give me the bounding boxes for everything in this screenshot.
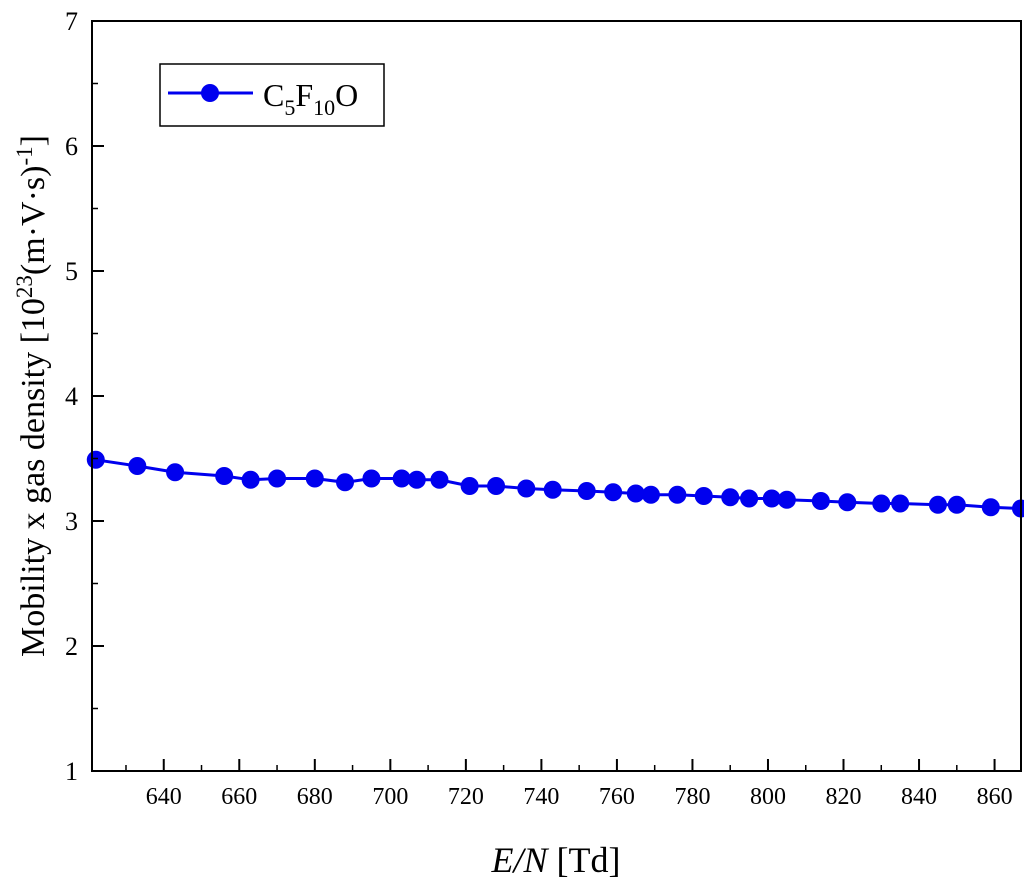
data-point xyxy=(268,469,287,488)
data-point xyxy=(460,477,479,495)
data-point xyxy=(811,492,830,510)
y-tick-label: 3 xyxy=(65,507,78,536)
plot-frame xyxy=(91,20,1022,772)
data-point xyxy=(694,487,713,505)
x-tick-label: 740 xyxy=(523,784,559,810)
data-point xyxy=(392,469,411,488)
x-tick-label: 780 xyxy=(674,784,710,810)
data-point xyxy=(641,485,660,504)
data-point xyxy=(577,482,596,500)
x-axis-label: E/N [Td] xyxy=(491,840,621,880)
data-point xyxy=(604,483,623,502)
data-point xyxy=(762,489,781,508)
data-point xyxy=(543,480,562,499)
y-tick-label: 7 xyxy=(65,7,78,36)
x-tick-label: 820 xyxy=(826,784,862,810)
x-tick-label: 700 xyxy=(372,784,408,810)
data-point xyxy=(430,470,449,489)
x-tick-label: 760 xyxy=(599,784,635,810)
data-point xyxy=(947,495,966,514)
x-tick-label: 860 xyxy=(977,784,1013,810)
y-axis-label: Mobility x gas density [1023(m·V·s)-1] xyxy=(12,135,52,657)
data-point xyxy=(981,498,1000,517)
x-tick-label: 680 xyxy=(297,784,333,810)
legend: C5F10O xyxy=(159,63,385,127)
y-tick-label: 4 xyxy=(65,382,78,411)
y-tick-label: 1 xyxy=(65,757,78,786)
data-point xyxy=(362,469,381,488)
data-point xyxy=(721,488,740,507)
data-point xyxy=(336,473,355,492)
data-point xyxy=(668,485,687,504)
data-point xyxy=(838,493,857,512)
data-point xyxy=(166,463,185,482)
data-point xyxy=(487,477,506,495)
data-point xyxy=(215,467,234,485)
data-point xyxy=(128,457,147,475)
y-tick-label: 5 xyxy=(65,257,78,286)
y-tick-label: 6 xyxy=(65,132,78,161)
plot-marks xyxy=(86,450,1024,518)
data-point xyxy=(740,489,759,508)
data-point xyxy=(626,484,645,503)
x-tick-label: 660 xyxy=(221,784,257,810)
x-tick-label: 640 xyxy=(146,784,182,810)
data-point xyxy=(777,490,796,509)
data-point xyxy=(928,495,947,514)
x-tick-label: 840 xyxy=(901,784,937,810)
data-point xyxy=(891,494,910,513)
legend-marker xyxy=(201,84,219,102)
data-point xyxy=(872,494,891,513)
legend-label: C5F10O xyxy=(263,77,358,120)
data-point xyxy=(241,470,260,489)
axis-ticks: 640 660 680 700 720 740 760 780 800 820 840 860 1 2 3 4… xyxy=(65,7,1013,810)
series-line xyxy=(95,458,1022,510)
y-tick-label: 2 xyxy=(65,632,78,661)
data-point xyxy=(1012,499,1024,518)
x-tick-label: 800 xyxy=(750,784,786,810)
data-point xyxy=(407,470,426,489)
x-tick-label: 720 xyxy=(448,784,484,810)
data-point xyxy=(305,469,324,488)
data-point xyxy=(86,450,105,469)
legend-box xyxy=(159,63,385,127)
data-point xyxy=(517,479,536,498)
